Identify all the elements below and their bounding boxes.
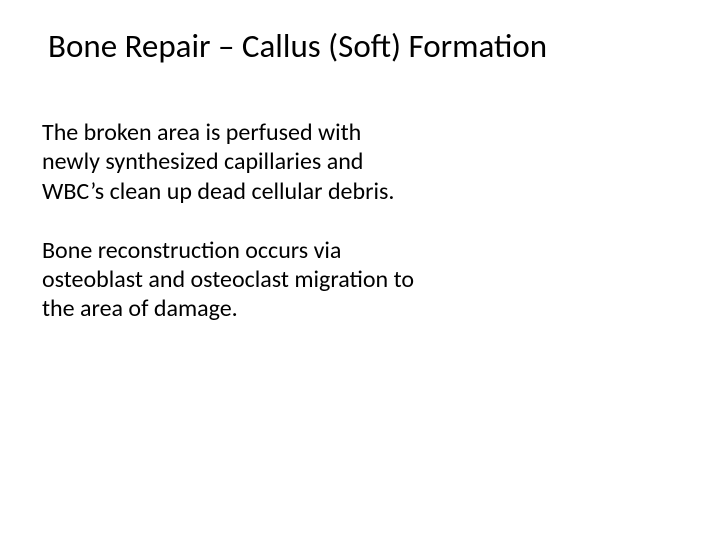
body-paragraph: Bone reconstruction occurs via osteoblas…: [42, 236, 422, 324]
slide: Bone Repair – Callus (Soft) Formation Th…: [0, 0, 720, 540]
slide-body: The broken area is perfused with newly s…: [42, 118, 422, 354]
body-paragraph: The broken area is perfused with newly s…: [42, 118, 422, 206]
slide-title: Bone Repair – Callus (Soft) Formation: [48, 28, 680, 66]
